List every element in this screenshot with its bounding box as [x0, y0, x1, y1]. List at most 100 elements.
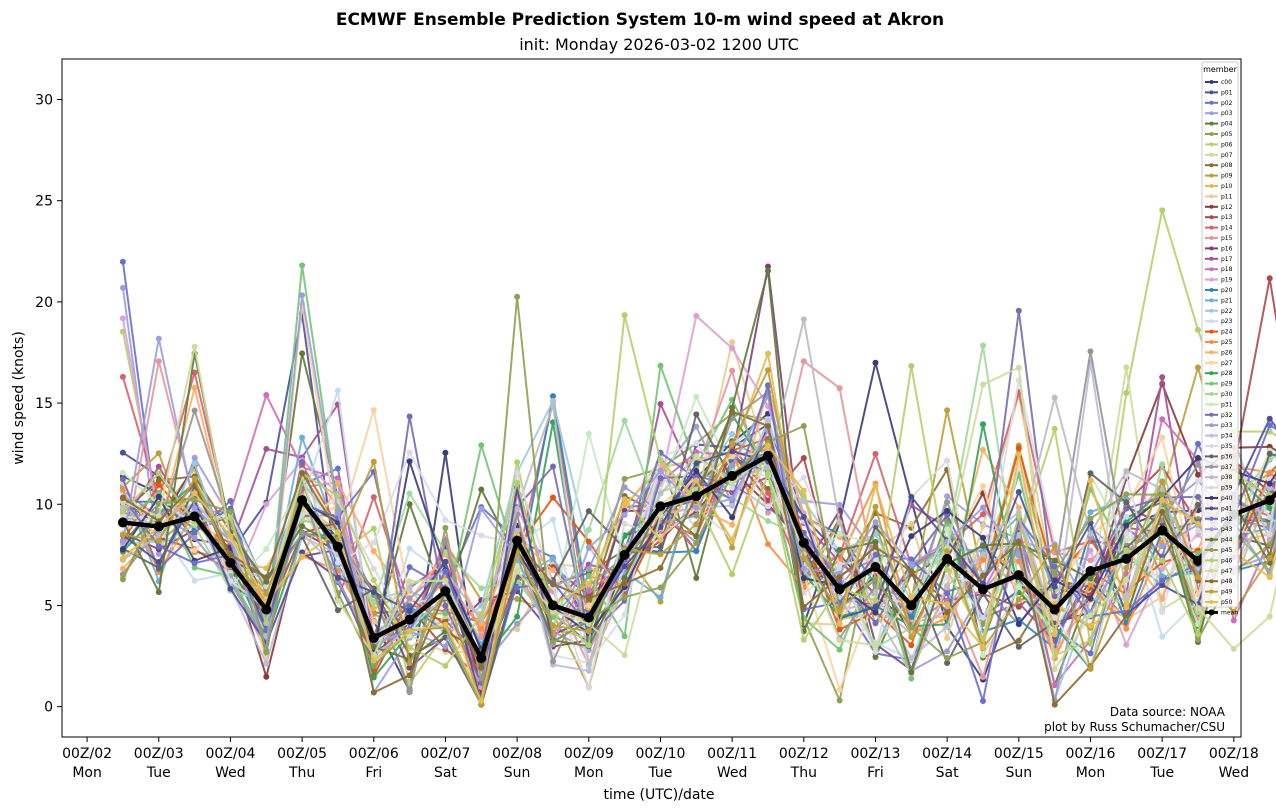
- x-tick-label: 00Z/05: [277, 746, 327, 762]
- y-tick-label: 20: [35, 295, 53, 311]
- member-point: [1051, 701, 1058, 708]
- legend-label: p36: [1221, 453, 1233, 460]
- member-point: [478, 664, 485, 671]
- legend-item-p27: p27: [1205, 360, 1233, 367]
- legend-item-p10: p10: [1205, 183, 1233, 190]
- member-point: [872, 551, 879, 558]
- member-point: [191, 534, 198, 541]
- member-point: [800, 636, 807, 643]
- member-point: [1015, 643, 1022, 650]
- member-point: [119, 531, 126, 538]
- member-point: [263, 649, 270, 656]
- x-tick-weekday: Sat: [936, 765, 959, 781]
- member-point: [621, 520, 628, 527]
- member-point: [944, 655, 951, 661]
- legend-swatch-marker: [1209, 371, 1214, 376]
- member-point: [621, 417, 628, 424]
- member-point: [1051, 631, 1058, 638]
- member-point: [944, 457, 951, 464]
- legend-swatch-marker: [1209, 402, 1214, 407]
- legend-item-p21: p21: [1205, 297, 1233, 304]
- member-point: [800, 603, 807, 610]
- member-point: [980, 504, 986, 511]
- member-point: [765, 470, 771, 477]
- member-point: [693, 468, 700, 474]
- member-point: [442, 617, 449, 624]
- member-point: [800, 474, 807, 481]
- member-point: [765, 267, 771, 274]
- member-point: [370, 458, 377, 465]
- member-point: [1159, 434, 1166, 441]
- x-tick-weekday: Wed: [717, 765, 748, 781]
- legend-swatch-marker: [1209, 173, 1214, 178]
- legend-label: p25: [1221, 339, 1233, 346]
- member-point: [657, 362, 664, 369]
- legend-item-p08: p08: [1205, 162, 1233, 169]
- member-point: [765, 423, 771, 430]
- legend-label: p27: [1221, 360, 1233, 367]
- member-point: [1195, 550, 1201, 557]
- legend-swatch-marker: [1209, 80, 1214, 84]
- member-point: [836, 530, 843, 537]
- member-point: [908, 634, 915, 641]
- mean-point: [440, 586, 451, 597]
- member-point: [1051, 600, 1058, 606]
- member-point: [621, 633, 628, 640]
- mean-point: [1049, 604, 1060, 615]
- member-point: [263, 501, 270, 508]
- member-point: [1159, 609, 1166, 616]
- member-point: [1015, 489, 1022, 495]
- member-point: [836, 385, 843, 392]
- legend-swatch-marker: [1209, 152, 1214, 157]
- legend-item-p33: p33: [1205, 422, 1233, 429]
- legend-swatch-marker: [1209, 527, 1214, 532]
- x-tick-weekday: Tue: [647, 765, 672, 781]
- member-point: [155, 358, 162, 365]
- legend-item-p11: p11: [1205, 193, 1233, 200]
- member-point: [299, 549, 306, 556]
- y-tick-label: 25: [35, 194, 53, 210]
- legend-item-p19: p19: [1205, 277, 1233, 284]
- member-point: [1159, 508, 1166, 515]
- member-point: [155, 513, 162, 520]
- member-point: [1051, 543, 1058, 550]
- member-point: [119, 373, 126, 380]
- member-point: [119, 565, 126, 572]
- legend-label: p41: [1221, 505, 1233, 512]
- member-point: [370, 548, 377, 555]
- member-point: [1195, 501, 1201, 508]
- member-point: [908, 594, 915, 601]
- legend-label: p03: [1221, 110, 1233, 117]
- legend-label: c00: [1221, 79, 1232, 86]
- member-point: [1195, 604, 1201, 611]
- member-point: [836, 637, 843, 644]
- member-point: [155, 477, 162, 484]
- member-point: [621, 496, 628, 503]
- legend-swatch-marker: [1209, 132, 1214, 136]
- member-point: [729, 367, 736, 374]
- mean-point: [1085, 566, 1096, 576]
- legend-item-p36: p36: [1205, 453, 1233, 460]
- member-point: [478, 532, 485, 539]
- legend-label: p40: [1221, 495, 1233, 502]
- member-point: [872, 519, 879, 526]
- member-point: [1123, 499, 1130, 506]
- legend-label: p14: [1221, 225, 1233, 232]
- member-point: [980, 483, 986, 489]
- mean-point: [548, 600, 558, 611]
- member-point: [478, 633, 485, 640]
- member-point: [299, 350, 306, 357]
- member-point: [550, 398, 556, 404]
- legend-label: p29: [1221, 381, 1233, 388]
- member-point: [191, 577, 198, 584]
- member-point: [980, 542, 986, 549]
- legend-swatch-marker: [1209, 444, 1214, 448]
- member-point: [514, 293, 521, 300]
- member-point: [1051, 394, 1058, 401]
- member-point: [1123, 577, 1130, 584]
- mean-point: [655, 501, 666, 512]
- x-tick-label: 00Z/15: [994, 746, 1044, 762]
- legend-swatch-marker: [1209, 558, 1214, 563]
- member-point: [155, 551, 162, 557]
- member-point: [944, 512, 951, 518]
